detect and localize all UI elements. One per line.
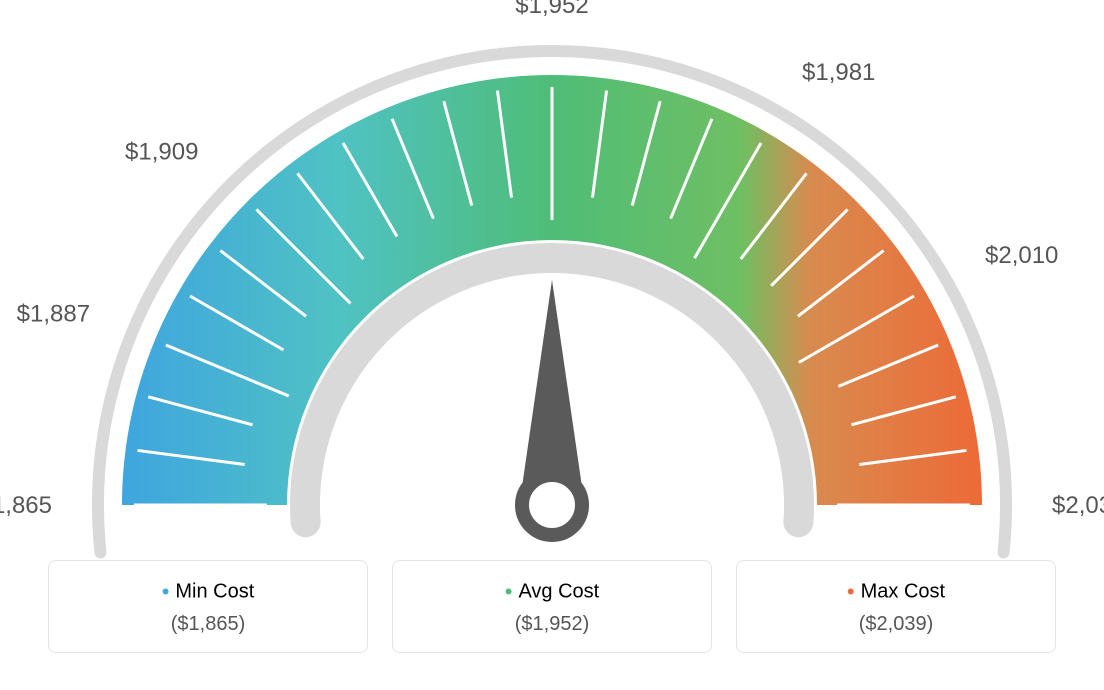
legend-min-title-text: Min Cost (175, 580, 254, 602)
gauge-tick-label: $2,010 (985, 242, 1058, 269)
cost-gauge-container: $1,865 $1,887 $1,909 $1,952 $1,981 $2,010 $2,0… (0, 0, 1104, 690)
gauge-chart: $1,865 $1,887 $1,909 $1,952 $1,981 $2,010 $2,0… (0, 0, 1104, 560)
legend-row: •Min Cost ($1,865) •Avg Cost ($1,952) •M… (0, 560, 1104, 653)
gauge-tick-label: $1,887 (17, 301, 90, 328)
gauge-tick-label: $1,909 (125, 138, 198, 165)
legend-avg-title: •Avg Cost (403, 579, 701, 605)
gauge-tick-label: $1,952 (515, 0, 588, 19)
dot-icon: • (162, 579, 170, 604)
legend-max-value: ($2,039) (747, 613, 1045, 636)
legend-min-card: •Min Cost ($1,865) (48, 560, 368, 653)
dot-icon: • (847, 579, 855, 604)
legend-avg-value: ($1,952) (403, 613, 701, 636)
gauge-tick-label: $2,039 (1052, 492, 1104, 519)
gauge-tick-label: $1,981 (802, 59, 875, 86)
legend-min-value: ($1,865) (59, 613, 357, 636)
legend-min-title: •Min Cost (59, 579, 357, 605)
legend-avg-title-text: Avg Cost (518, 580, 599, 602)
dot-icon: • (505, 579, 513, 604)
gauge-tick-label: $1,865 (0, 492, 52, 519)
legend-max-title: • Max Cost (747, 579, 1045, 605)
legend-max-title-text: Max Cost (861, 580, 945, 602)
legend-max-card: • Max Cost ($2,039) (736, 560, 1056, 653)
legend-avg-card: •Avg Cost ($1,952) (392, 560, 712, 653)
